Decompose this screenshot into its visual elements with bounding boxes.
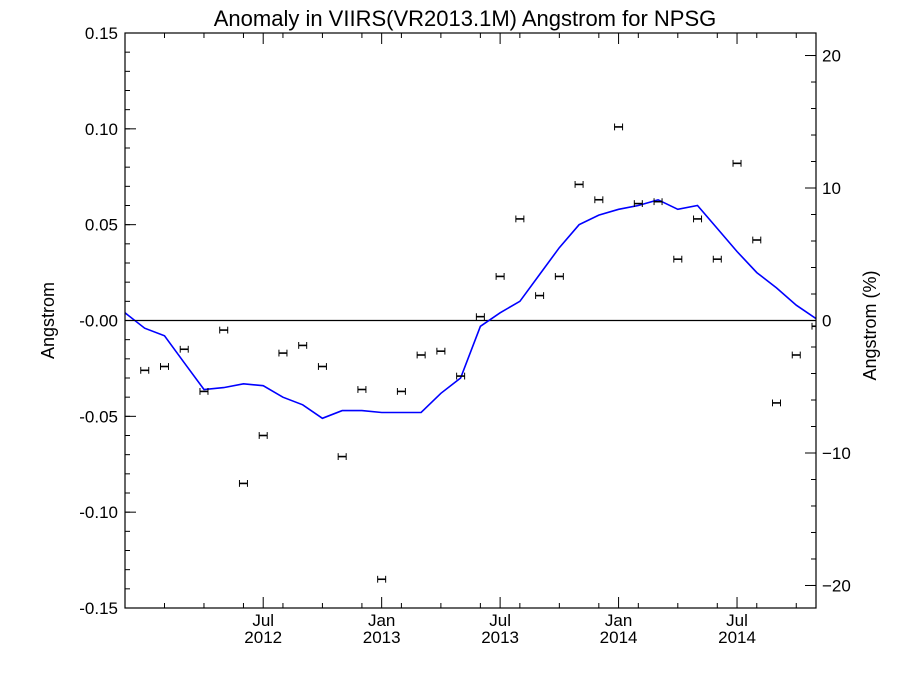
y2-tick-label: −20 [822, 576, 851, 595]
data-point [219, 326, 229, 334]
x-tick-label-year: 2013 [481, 628, 519, 647]
data-point [396, 388, 406, 395]
data-point [456, 372, 466, 380]
data-point [515, 215, 525, 223]
data-point [811, 322, 816, 330]
x-tick-label-month: Jan [605, 611, 632, 630]
data-point [258, 432, 268, 439]
data-point [357, 386, 367, 393]
data-point [712, 255, 722, 263]
data-point [732, 159, 742, 167]
y2-tick-label: −10 [822, 444, 851, 463]
x-tick-label-year: 2013 [363, 628, 401, 647]
data-point [337, 453, 347, 460]
data-point [416, 351, 426, 359]
y-tick-label: -0.05 [79, 407, 118, 426]
data-point [752, 236, 762, 244]
data-point [179, 345, 189, 353]
data-point [594, 196, 604, 204]
y-tick-label: -0.15 [79, 599, 118, 618]
data-point [278, 349, 288, 357]
x-tick-label-month: Jan [368, 611, 395, 630]
data-point [199, 388, 209, 395]
data-point [554, 273, 564, 280]
trend-line [125, 198, 816, 420]
y-axis-title: Angstrom [38, 282, 58, 359]
data-point [614, 123, 624, 131]
data-point [673, 255, 683, 263]
data-point [535, 292, 545, 299]
y2-tick-label: 10 [822, 179, 841, 198]
y2-axis-title: Angstrom (%) [860, 270, 880, 380]
data-point [693, 215, 703, 223]
y2-tick-label: 0 [822, 312, 831, 331]
y2-tick-label: 20 [822, 47, 841, 66]
x-tick-label-year: 2012 [244, 628, 282, 647]
data-point [772, 399, 782, 407]
data-point [574, 181, 584, 188]
y-tick-label: -0.10 [79, 503, 118, 522]
data-point [633, 200, 643, 207]
x-tick-label-month: Jul [726, 611, 748, 630]
x-tick-label-month: Jul [252, 611, 274, 630]
y-tick-label: 0.10 [85, 120, 118, 139]
data-point [653, 198, 663, 206]
data-point [317, 363, 327, 370]
x-tick-label-month: Jul [489, 611, 511, 630]
y-tick-label: 0.05 [85, 216, 118, 235]
data-point [159, 363, 169, 370]
y-tick-label: -0.00 [79, 312, 118, 331]
data-point [377, 575, 387, 583]
data-point [495, 273, 505, 280]
x-tick-label-year: 2014 [718, 628, 756, 647]
chart-title: Anomaly in VIIRS(VR2013.1M) Angstrom for… [214, 6, 717, 31]
data-point [140, 366, 150, 374]
data-point [791, 351, 801, 359]
x-tick-label-year: 2014 [600, 628, 638, 647]
data-point [298, 342, 308, 349]
data-point [238, 480, 248, 487]
data-point [436, 347, 446, 355]
y-tick-label: 0.15 [85, 24, 118, 43]
data-point [475, 313, 485, 321]
